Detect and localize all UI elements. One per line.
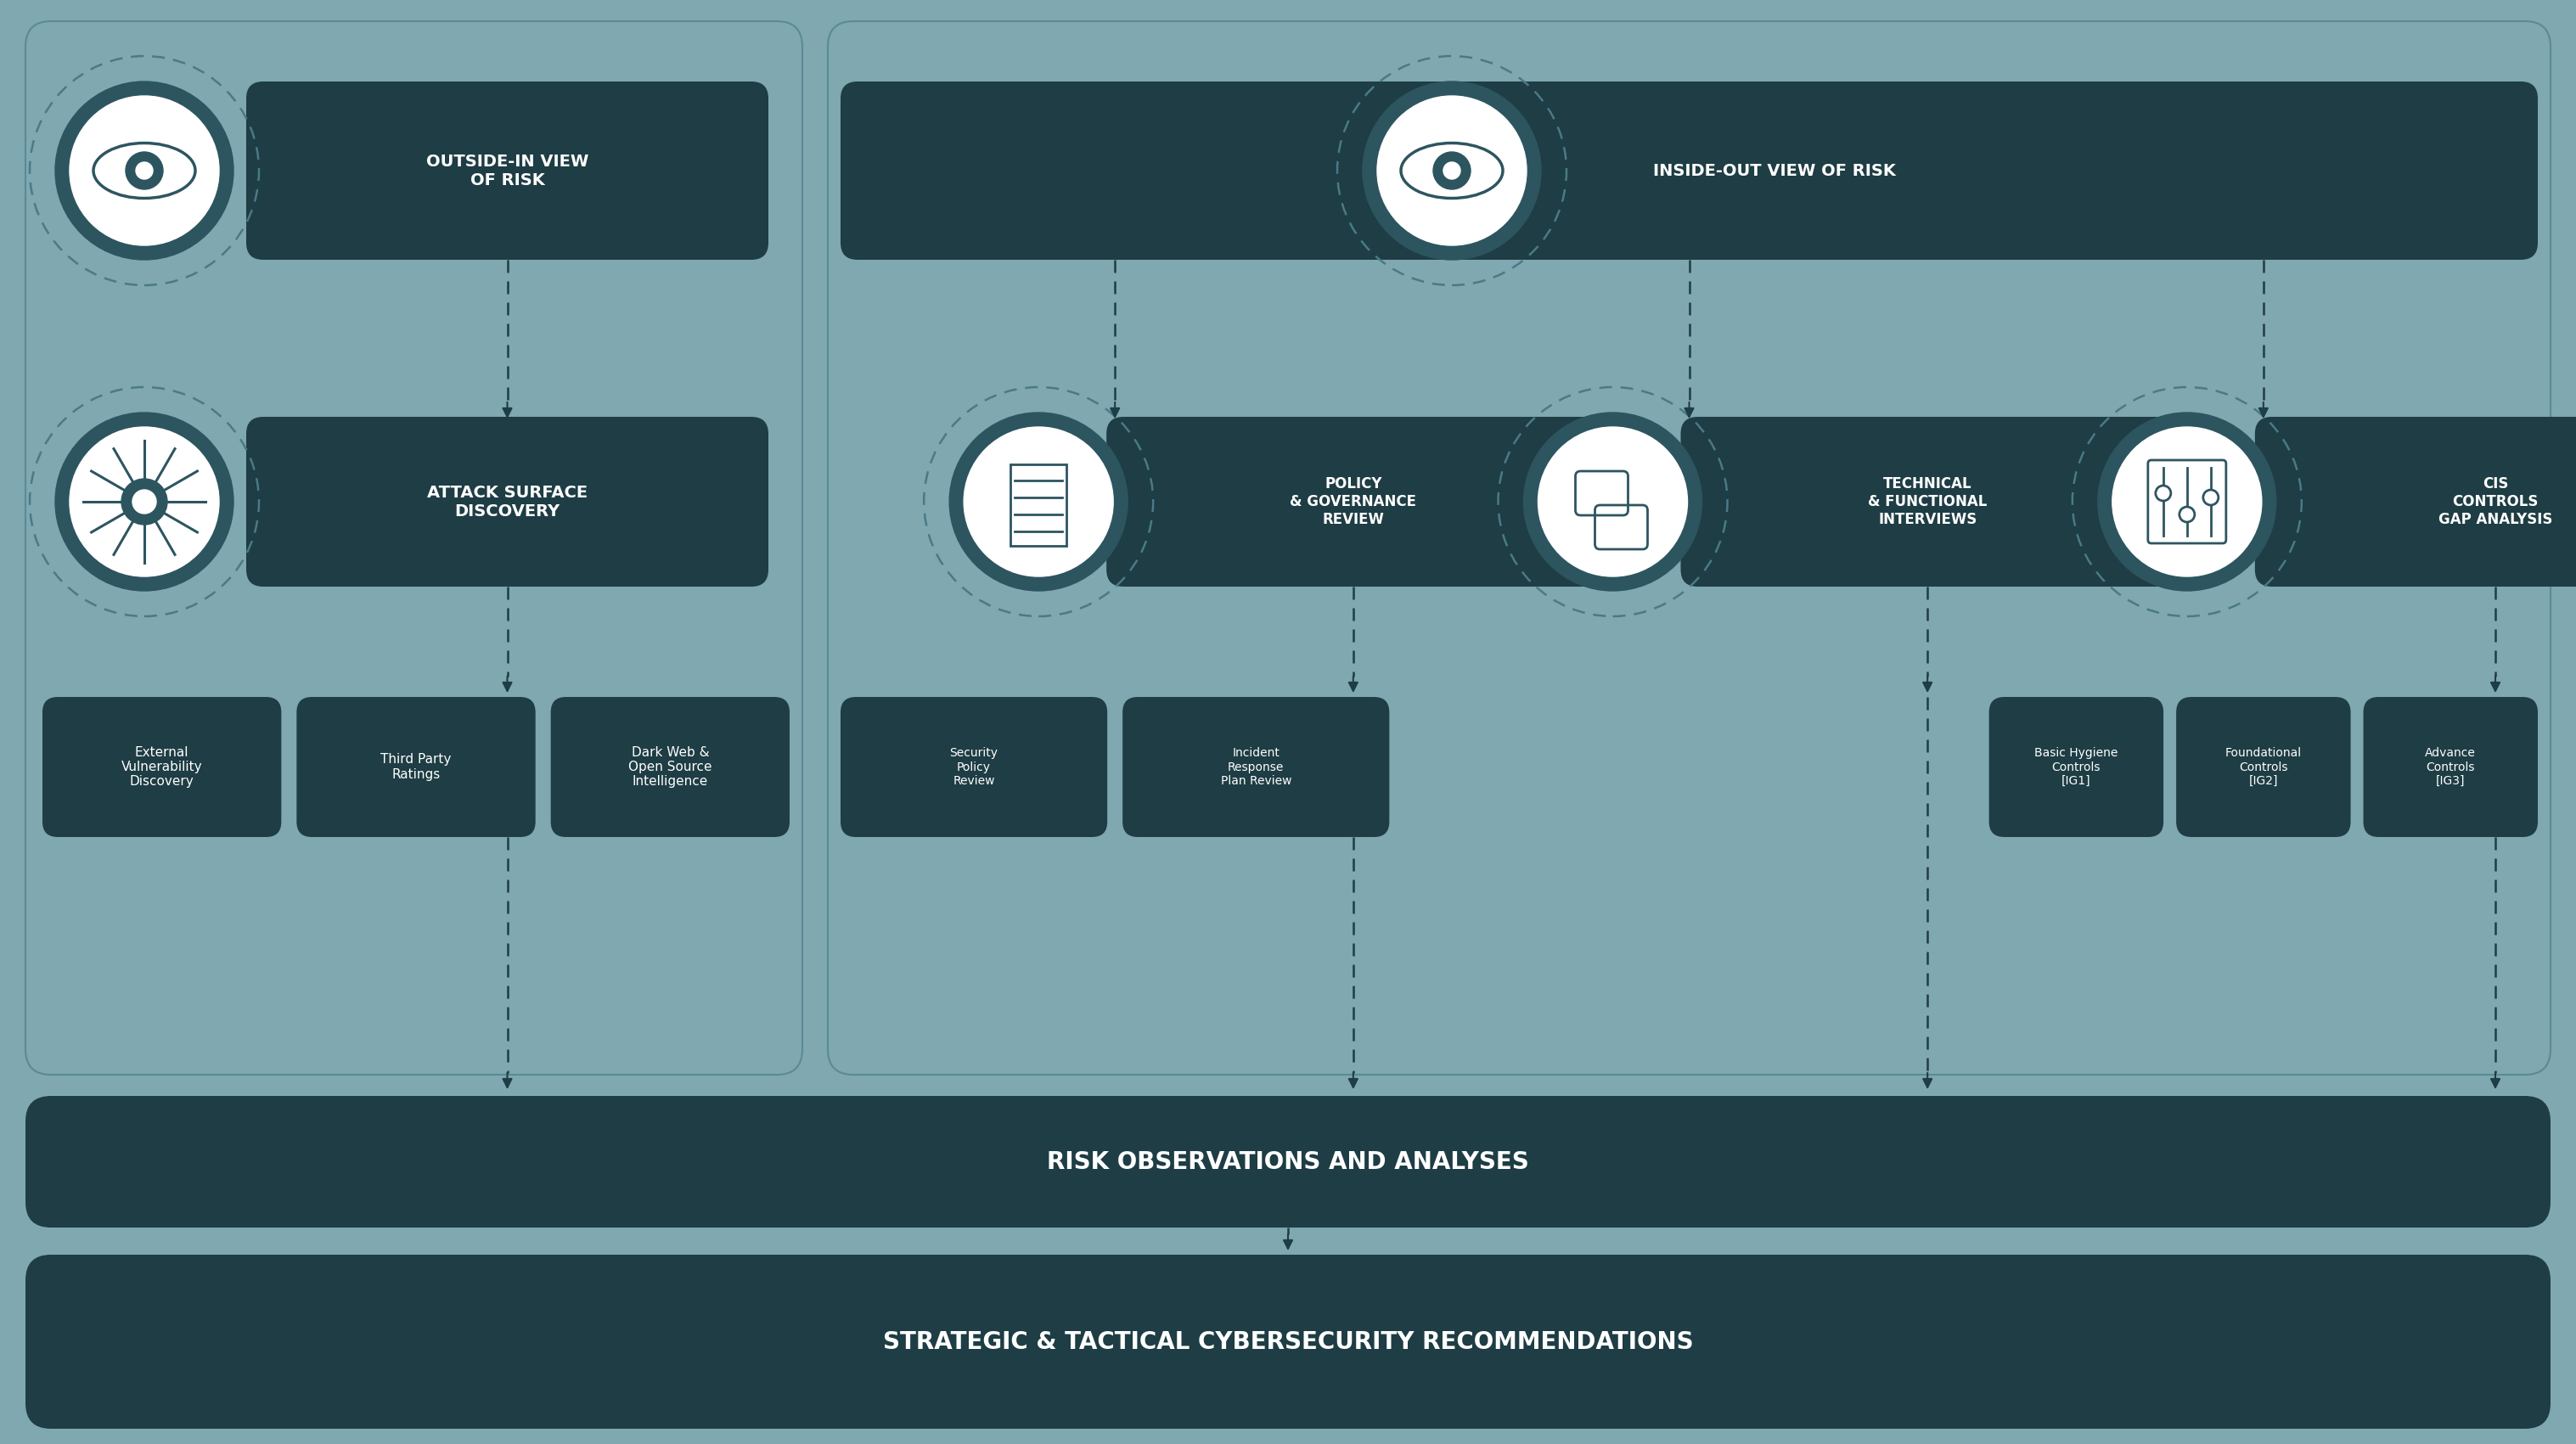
Circle shape	[1538, 427, 1687, 576]
Circle shape	[70, 427, 219, 576]
Circle shape	[2202, 490, 2218, 505]
FancyBboxPatch shape	[41, 697, 281, 838]
Text: External
Vulnerability
Discovery: External Vulnerability Discovery	[121, 747, 204, 788]
Text: OUTSIDE-IN VIEW
OF RISK: OUTSIDE-IN VIEW OF RISK	[425, 153, 587, 188]
Text: TECHNICAL
& FUNCTIONAL
INTERVIEWS: TECHNICAL & FUNCTIONAL INTERVIEWS	[1868, 477, 1986, 527]
Circle shape	[963, 427, 1113, 576]
Text: Third Party
Ratings: Third Party Ratings	[381, 754, 451, 781]
Circle shape	[121, 479, 167, 524]
FancyBboxPatch shape	[2254, 417, 2576, 586]
FancyBboxPatch shape	[26, 1255, 2550, 1428]
Circle shape	[54, 81, 234, 260]
FancyBboxPatch shape	[2177, 697, 2352, 838]
Circle shape	[1363, 81, 1540, 260]
Circle shape	[1378, 95, 1528, 245]
Circle shape	[1443, 162, 1461, 179]
Circle shape	[2097, 413, 2277, 591]
FancyBboxPatch shape	[840, 81, 2537, 260]
Text: Basic Hygiene
Controls
[IG1]: Basic Hygiene Controls [IG1]	[2035, 748, 2117, 787]
FancyBboxPatch shape	[1108, 417, 1600, 586]
FancyBboxPatch shape	[551, 697, 791, 838]
Circle shape	[2156, 485, 2172, 501]
Circle shape	[951, 413, 1128, 591]
Text: STRATEGIC & TACTICAL CYBERSECURITY RECOMMENDATIONS: STRATEGIC & TACTICAL CYBERSECURITY RECOM…	[884, 1330, 1692, 1353]
FancyBboxPatch shape	[1123, 697, 1388, 838]
Circle shape	[126, 152, 162, 189]
Circle shape	[2179, 507, 2195, 523]
Text: ATTACK SURFACE
DISCOVERY: ATTACK SURFACE DISCOVERY	[428, 484, 587, 518]
Text: Incident
Response
Plan Review: Incident Response Plan Review	[1221, 748, 1291, 787]
FancyBboxPatch shape	[296, 697, 536, 838]
Circle shape	[1432, 152, 1471, 189]
Bar	[1010, 465, 1066, 546]
FancyBboxPatch shape	[26, 1096, 2550, 1227]
Text: Security
Policy
Review: Security Policy Review	[951, 748, 997, 787]
FancyBboxPatch shape	[1989, 697, 2164, 838]
Text: Advance
Controls
[IG3]: Advance Controls [IG3]	[2424, 748, 2476, 787]
FancyBboxPatch shape	[840, 697, 1108, 838]
Text: Dark Web &
Open Source
Intelligence: Dark Web & Open Source Intelligence	[629, 747, 711, 788]
Text: CIS
CONTROLS
GAP ANALYSIS: CIS CONTROLS GAP ANALYSIS	[2439, 477, 2553, 527]
Text: RISK OBSERVATIONS AND ANALYSES: RISK OBSERVATIONS AND ANALYSES	[1046, 1149, 1530, 1174]
Circle shape	[54, 413, 234, 591]
Circle shape	[1522, 413, 1703, 591]
Text: Foundational
Controls
[IG2]: Foundational Controls [IG2]	[2226, 748, 2303, 787]
FancyBboxPatch shape	[2362, 697, 2537, 838]
Circle shape	[70, 95, 219, 245]
Circle shape	[131, 490, 157, 514]
Text: INSIDE-OUT VIEW OF RISK: INSIDE-OUT VIEW OF RISK	[1654, 163, 1896, 179]
FancyBboxPatch shape	[247, 81, 768, 260]
Circle shape	[137, 162, 152, 179]
Circle shape	[2112, 427, 2262, 576]
Text: POLICY
& GOVERNANCE
REVIEW: POLICY & GOVERNANCE REVIEW	[1291, 477, 1417, 527]
FancyBboxPatch shape	[1680, 417, 2174, 586]
FancyBboxPatch shape	[247, 417, 768, 586]
